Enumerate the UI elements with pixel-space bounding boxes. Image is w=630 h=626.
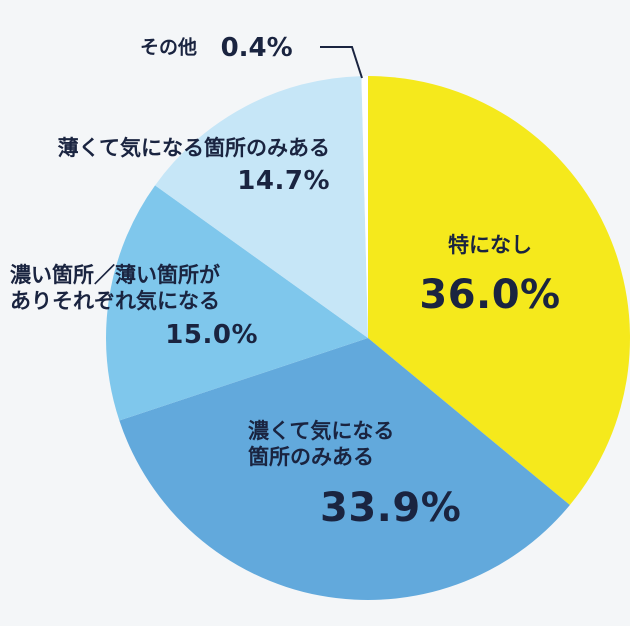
label-none: 特になし 36.0% <box>400 232 580 320</box>
label-mixed-line2: ありそれぞれ気になる <box>10 289 220 314</box>
slice-mixed <box>106 185 368 421</box>
label-other-category: その他 <box>140 36 198 59</box>
slice-light <box>155 76 368 338</box>
label-light-category: 薄くて気になる箇所のみある <box>57 136 330 160</box>
slice-none <box>368 76 630 506</box>
label-light: 薄くて気になる箇所のみある 14.7% <box>10 135 330 198</box>
leader-line-other <box>320 46 363 79</box>
label-mixed: 濃い箇所／薄い箇所が ありそれぞれ気になる 15.0% <box>10 262 258 351</box>
label-dark-line2: 箇所のみある <box>248 445 374 470</box>
label-light-percent: 14.7% <box>237 166 330 197</box>
label-none-percent: 36.0% <box>419 272 561 319</box>
label-other: その他 0.4% <box>140 32 293 65</box>
label-mixed-line1: 濃い箇所／薄い箇所が <box>10 263 220 287</box>
slice-other <box>361 75 368 339</box>
label-other-percent: 0.4% <box>220 33 293 63</box>
label-dark: 濃くて気になる 箇所のみある 33.9% <box>248 418 461 533</box>
label-dark-line1: 濃くて気になる <box>248 419 395 443</box>
label-none-category: 特になし <box>448 233 532 257</box>
label-mixed-percent: 15.0% <box>165 319 258 350</box>
label-dark-percent: 33.9% <box>320 484 462 531</box>
slice-dark <box>119 338 570 600</box>
